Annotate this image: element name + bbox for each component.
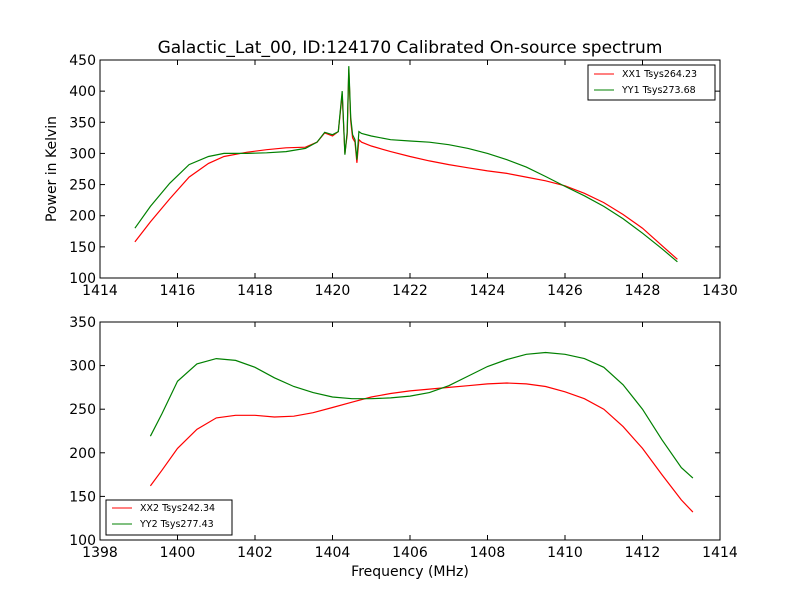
top-x-tick-label: 1414 bbox=[82, 283, 118, 299]
bottom-axis-ticks: 1398 1400 1402 1404 1406 1408 1410 1412 1414 100 1… bbox=[69, 315, 738, 561]
top-x-tick-label: 1426 bbox=[547, 283, 583, 299]
top-y-tick-label: 150 bbox=[69, 240, 96, 256]
top-y-tick-label: 250 bbox=[69, 178, 96, 194]
bottom-y-tick-label: 200 bbox=[69, 446, 96, 462]
top-series-lines bbox=[134, 66, 678, 263]
top-legend-box bbox=[587, 64, 716, 101]
top-legend-label-yy1: YY1 Tsys273.68 bbox=[621, 85, 696, 96]
bottom-legend-label-xx2: XX2 Tsys242.34 bbox=[140, 503, 215, 514]
bottom-x-tick-label: 1414 bbox=[702, 545, 738, 561]
bottom-x-tick-label: 1412 bbox=[625, 545, 661, 561]
bottom-x-tick-label: 1408 bbox=[470, 545, 506, 561]
top-x-tick-label: 1424 bbox=[470, 283, 506, 299]
bottom-y-tick-label: 250 bbox=[69, 402, 96, 418]
top-legend: XX1 Tsys264.23 YY1 Tsys273.68 bbox=[587, 64, 716, 101]
top-y-tick-label: 450 bbox=[69, 53, 96, 69]
bottom-series-line-1 bbox=[149, 382, 694, 513]
bottom-x-tick-label: 1404 bbox=[315, 545, 351, 561]
bottom-x-tick-label: 1400 bbox=[160, 545, 196, 561]
bottom-series-line-2 bbox=[149, 351, 694, 479]
top-x-tick-label: 1422 bbox=[392, 283, 428, 299]
top-spectrum-panel: 1414 1416 1418 1420 1422 1424 1426 1428 1430 100 1… bbox=[44, 53, 738, 299]
top-y-tick-label: 300 bbox=[69, 146, 96, 162]
top-y-tick-label: 400 bbox=[69, 84, 96, 100]
bottom-legend-label-yy2: YY2 Tsys277.43 bbox=[139, 519, 214, 530]
bottom-y-tick-label: 150 bbox=[69, 489, 96, 505]
bottom-y-tick-label: 350 bbox=[69, 315, 96, 331]
top-x-tick-label: 1418 bbox=[237, 283, 273, 299]
bottom-series-lines bbox=[149, 351, 694, 513]
top-y-tick-label: 350 bbox=[69, 115, 96, 131]
bottom-spectrum-panel: 1398 1400 1402 1404 1406 1408 1410 1412 1414 100 1… bbox=[69, 315, 738, 580]
top-y-tick-label: 100 bbox=[69, 271, 96, 287]
bottom-x-tick-label: 1406 bbox=[392, 545, 428, 561]
top-y-axis-label: Power in Kelvin bbox=[44, 116, 60, 222]
top-x-tick-label: 1428 bbox=[625, 283, 661, 299]
top-y-tick-label: 200 bbox=[69, 209, 96, 225]
bottom-y-tick-label: 300 bbox=[69, 359, 96, 375]
top-series-line-2 bbox=[134, 66, 678, 263]
top-x-tick-label: 1420 bbox=[315, 283, 351, 299]
bottom-x-tick-label: 1398 bbox=[82, 545, 118, 561]
bottom-y-tick-label: 100 bbox=[69, 533, 96, 549]
top-x-tick-label: 1430 bbox=[702, 283, 738, 299]
top-legend-label-xx1: XX1 Tsys264.23 bbox=[622, 69, 697, 80]
top-x-tick-label: 1416 bbox=[160, 283, 196, 299]
top-axis-ticks: 1414 1416 1418 1420 1422 1424 1426 1428 1430 100 1… bbox=[69, 53, 738, 299]
figure-title: Galactic_Lat_00, ID:124170 Calibrated On… bbox=[158, 38, 663, 58]
bottom-legend: XX2 Tsys242.34 YY2 Tsys277.43 bbox=[105, 499, 233, 536]
bottom-x-tick-label: 1402 bbox=[237, 545, 273, 561]
bottom-x-tick-label: 1410 bbox=[547, 545, 583, 561]
bottom-x-axis-label: Frequency (MHz) bbox=[351, 564, 469, 580]
bottom-legend-box bbox=[105, 499, 233, 536]
